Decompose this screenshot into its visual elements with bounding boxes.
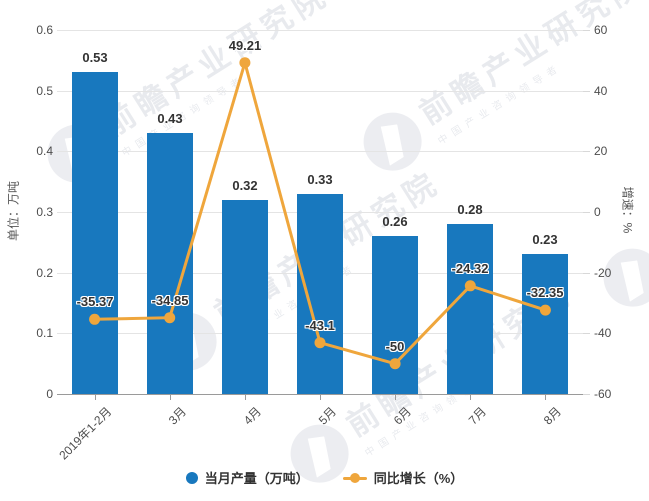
line-point [539, 304, 551, 316]
line-value-label: -24.32 [451, 261, 489, 276]
line-point [314, 337, 326, 349]
legend-label: 当月产量（万吨） [204, 471, 309, 486]
right-axis-tick-label: 40 [594, 84, 608, 98]
x-axis-tick [545, 394, 546, 400]
bar-value-label: 0.26 [382, 214, 408, 229]
bar-value-label: 0.32 [232, 178, 258, 193]
legend-label: 同比增长（%） [373, 471, 464, 486]
left-axis-tick-label: 0.2 [36, 266, 53, 280]
line-series-marker-icon [342, 472, 367, 484]
bar-value-label: 0.28 [457, 202, 483, 217]
gridline [57, 151, 583, 152]
legend: 当月产量（万吨） 同比增长（%） [0, 468, 649, 487]
line-value-label: -34.85 [151, 293, 189, 308]
right-axis-tick-label: -40 [594, 326, 612, 340]
left-axis-tick-label: 0.5 [36, 84, 53, 98]
line-point [464, 280, 476, 292]
x-axis-tick [170, 394, 171, 400]
x-axis-tick [320, 394, 321, 400]
right-axis-tick [583, 91, 590, 92]
right-axis-tick-label: -60 [594, 387, 612, 401]
left-axis-title: 单位：万吨 [6, 180, 21, 242]
x-axis-tick [395, 394, 396, 400]
bar [222, 200, 268, 394]
bar-value-label: 0.33 [307, 172, 333, 187]
line-value-label: -32.35 [526, 285, 564, 300]
left-axis-tick-label: 0 [46, 387, 53, 401]
right-axis-tick [583, 30, 590, 31]
gridline [57, 91, 583, 92]
bar-value-label: 0.23 [532, 232, 558, 247]
left-axis-tick-label: 0.4 [36, 144, 53, 158]
right-axis-tick [583, 333, 590, 334]
legend-item-growth[interactable]: 同比增长（%） [342, 468, 464, 487]
left-axis-tick-label: 0.3 [36, 205, 53, 219]
right-axis-tick-label: -20 [594, 266, 612, 280]
line-point [89, 313, 101, 325]
line-value-label: -35.37 [76, 294, 114, 309]
x-axis-tick [245, 394, 246, 400]
line-value-label: -50 [385, 339, 405, 354]
bar [522, 254, 568, 394]
right-axis-tick-label: 60 [594, 23, 608, 37]
line-point [164, 312, 176, 324]
bar [72, 72, 118, 394]
x-axis-tick [470, 394, 471, 400]
right-axis-tick [583, 212, 590, 213]
right-axis-tick-label: 0 [594, 205, 601, 219]
bar-series-marker-icon [185, 471, 198, 484]
line-value-label: 49.21 [228, 38, 262, 53]
right-axis-title: 增速：% [620, 186, 635, 234]
right-axis-tick [583, 273, 590, 274]
gridline [57, 30, 583, 31]
bar [297, 194, 343, 394]
x-axis-tick [95, 394, 96, 400]
bar-value-label: 0.53 [82, 50, 108, 65]
right-axis-tick [583, 151, 590, 152]
line-point [389, 358, 401, 370]
line-value-label: -43.1 [305, 318, 335, 333]
left-axis-tick-label: 0.6 [36, 23, 53, 37]
legend-item-production[interactable]: 当月产量（万吨） [185, 468, 309, 487]
bar [447, 224, 493, 394]
left-axis-tick-label: 0.1 [36, 326, 53, 340]
right-axis-tick [583, 394, 590, 395]
right-axis-tick-label: 20 [594, 144, 608, 158]
line-point [239, 57, 251, 69]
bar-value-label: 0.43 [157, 111, 183, 126]
